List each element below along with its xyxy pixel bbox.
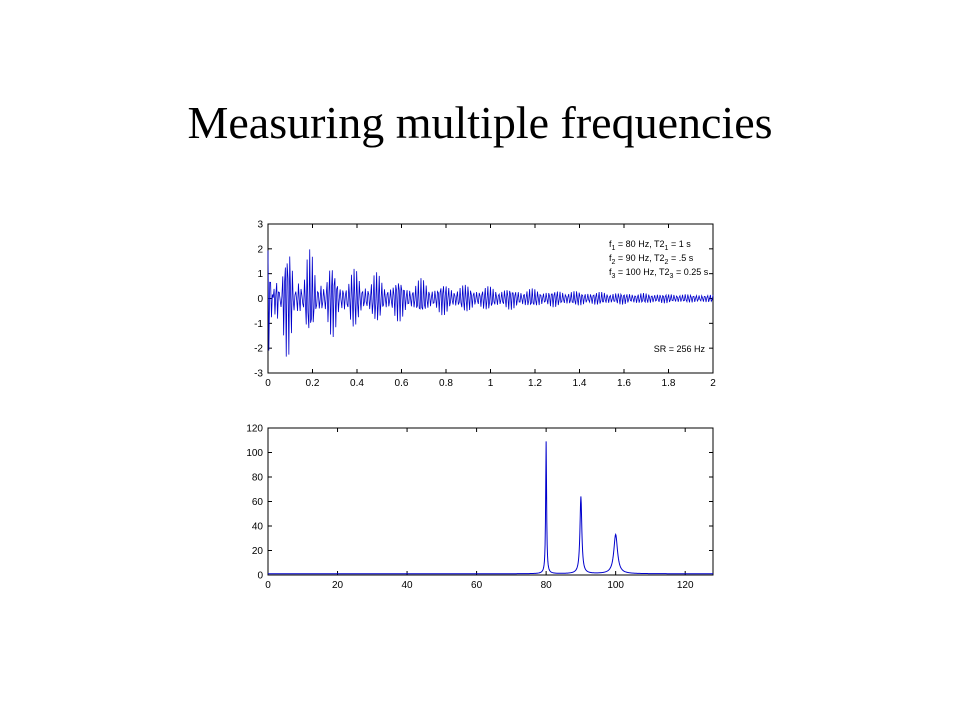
time-plot-x-tick-label: 0 <box>265 378 271 389</box>
time-plot-y-tick-label: -1 <box>254 319 263 330</box>
time-plot-x-tick-label: 1.2 <box>528 378 542 389</box>
spectrum-plot-y-tick-label: 60 <box>252 497 264 508</box>
time-plot-x-tick-label: 0.8 <box>439 378 453 389</box>
spectrum-plot: 0 20 40 60 80 100 120 0 20 40 60 80 100 120 <box>246 424 714 591</box>
spectrum-plot-y-tick-label: 120 <box>246 424 263 435</box>
time-plot-y-tick-label: -2 <box>254 344 263 355</box>
time-plot-y-tick-label: 0 <box>257 294 263 305</box>
time-plot-x-tick-label: 1.4 <box>573 378 587 389</box>
spectrum-plot-y-tick-label: 0 <box>257 571 263 582</box>
spectrum-plot-x-tick-label: 120 <box>677 580 694 591</box>
spectrum-plot-x-tick-label: 80 <box>541 580 553 591</box>
sample-rate-label: SR = 256 Hz <box>654 344 706 354</box>
spectrum-plot-x-tick-label: 20 <box>332 580 344 591</box>
frequency-legend: f1 = 80 Hz, T21 = 1 s f2 = 90 Hz, T22 = … <box>609 239 709 280</box>
time-signal-line <box>267 249 714 357</box>
spectrum-plot-frame <box>267 427 714 576</box>
time-plot-x-tick-label: 2 <box>710 378 716 389</box>
spectrum-plot-x-tick-label: 40 <box>402 580 414 591</box>
time-plot-x-tick-label: 1.8 <box>662 378 676 389</box>
spectrum-plot-x-tick-label: 60 <box>471 580 483 591</box>
spectrum-plot-x-tick-label: 0 <box>265 580 271 591</box>
spectrum-plot-x-tick-label: 100 <box>607 580 624 591</box>
legend-line-3: f3 = 100 Hz, T23 = 0.25 s <box>609 267 709 280</box>
time-plot-y-tick-label: 1 <box>257 269 263 280</box>
time-plot-x-tick-label: 0.2 <box>306 378 320 389</box>
time-plot-y-tick-label: 3 <box>257 220 263 231</box>
time-plot-x-tick-label: 1 <box>488 378 494 389</box>
time-plot-x-tick-label: 0.6 <box>395 378 409 389</box>
slide-title: Measuring multiple frequencies <box>187 97 773 148</box>
spectrum-plot-x-ticks: 0 20 40 60 80 100 120 <box>265 428 694 591</box>
time-plot-x-tick-label: 0.4 <box>350 378 364 389</box>
spectrum-plot-y-tick-label: 20 <box>252 546 264 557</box>
spectrum-plot-y-ticks: 0 20 40 60 80 100 120 <box>246 424 713 582</box>
spectrum-plot-y-tick-label: 80 <box>252 473 264 484</box>
spectrum-plot-y-tick-label: 100 <box>246 448 263 459</box>
legend-line-1: f1 = 80 Hz, T21 = 1 s <box>609 239 691 252</box>
time-plot-x-ticks: 0 0.2 0.4 0.6 0.8 1 1.2 1.4 1.6 1.8 2 <box>265 224 716 389</box>
spectrum-plot-y-tick-label: 40 <box>252 522 264 533</box>
time-plot-x-tick-label: 1.6 <box>617 378 631 389</box>
time-plot-y-tick-label: 2 <box>257 244 263 255</box>
spectrum-line <box>268 441 713 575</box>
legend-line-2: f2 = 90 Hz, T22 = .5 s <box>609 253 694 266</box>
time-plot-y-tick-label: -3 <box>254 369 263 380</box>
time-domain-plot: 0 0.2 0.4 0.6 0.8 1 1.2 1.4 1.6 1.8 2 -3 -2 -1 0 1 2 3 f… <box>254 220 716 390</box>
